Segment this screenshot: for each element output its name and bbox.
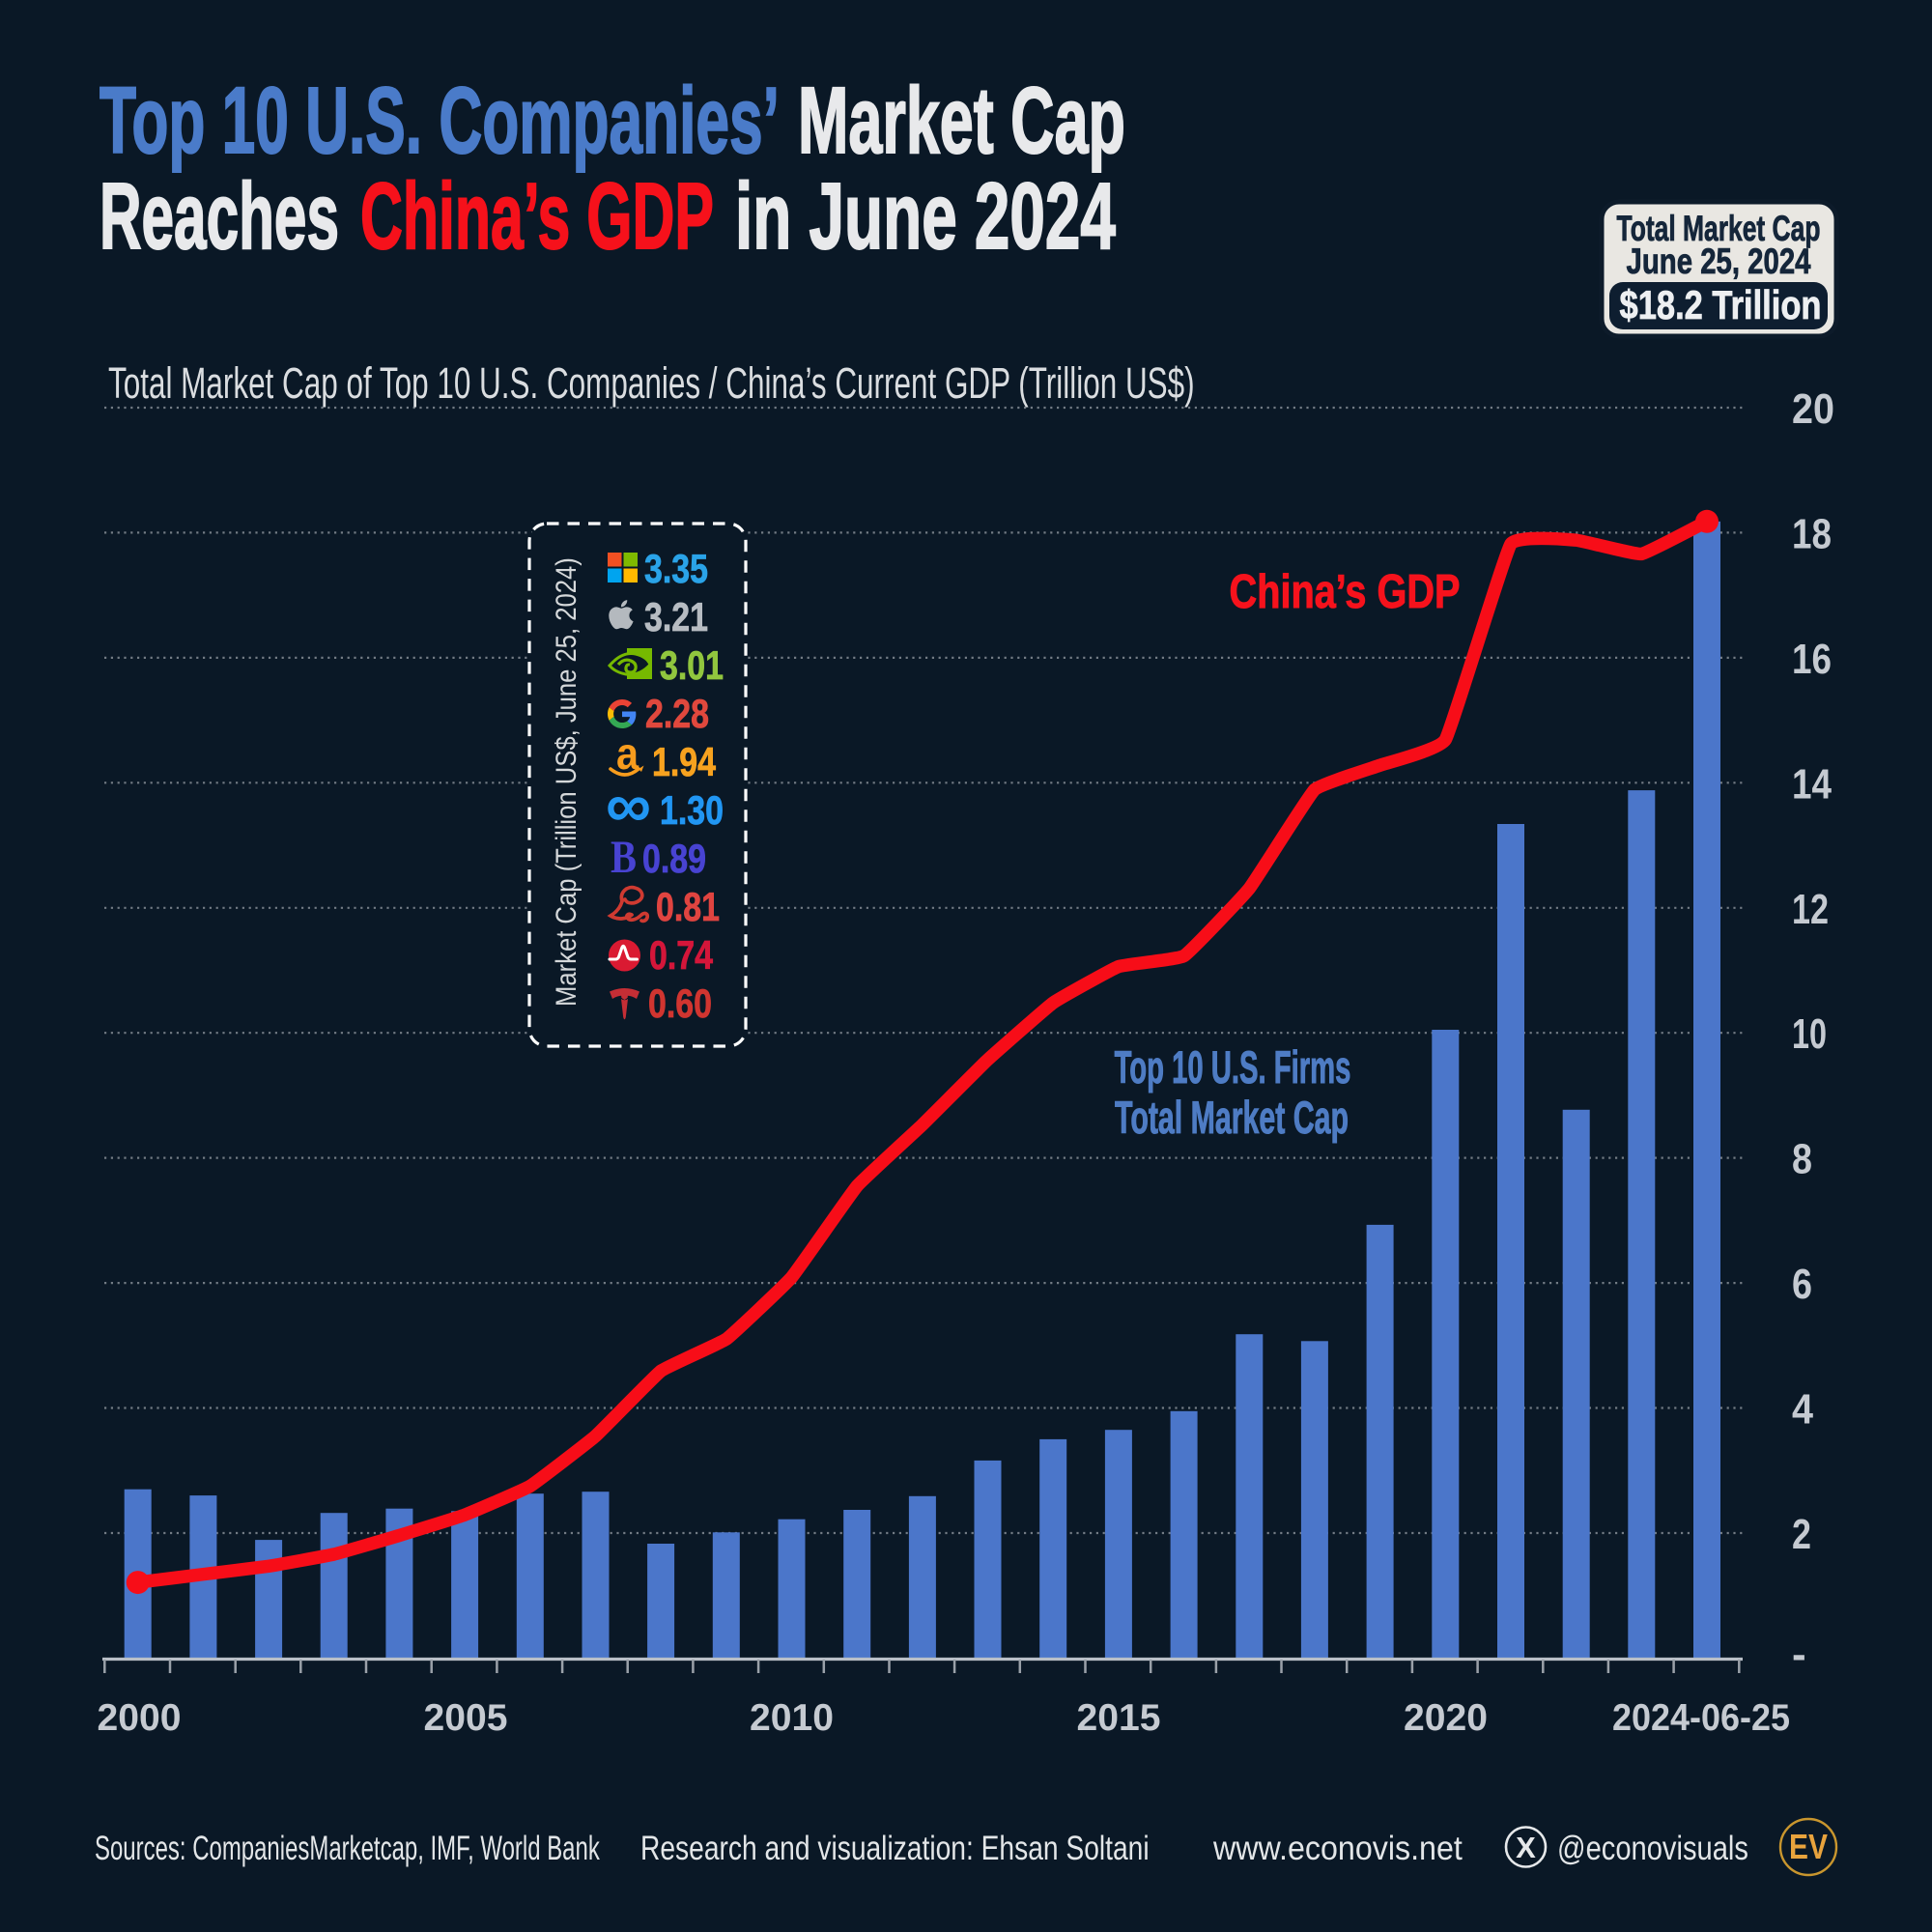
svg-text:4: 4 bbox=[1792, 1385, 1814, 1433]
svg-text:Reaches: Reaches bbox=[99, 165, 339, 270]
svg-text:2015: 2015 bbox=[1077, 1697, 1161, 1739]
svg-text:0.81: 0.81 bbox=[656, 885, 720, 930]
svg-text:14: 14 bbox=[1792, 759, 1832, 808]
svg-text:1.94: 1.94 bbox=[652, 740, 717, 785]
svg-text:0.60: 0.60 bbox=[648, 981, 712, 1027]
svg-text:3.01: 3.01 bbox=[660, 643, 724, 689]
svg-text:Sources: CompaniesMarketcap, I: Sources: CompaniesMarketcap, IMF, World … bbox=[95, 1831, 601, 1868]
svg-text:June 25, 2024: June 25, 2024 bbox=[1627, 242, 1811, 282]
svg-text:18: 18 bbox=[1792, 509, 1832, 557]
svg-text:3.21: 3.21 bbox=[644, 595, 708, 640]
svg-text:Top 10 U.S. Firms: Top 10 U.S. Firms bbox=[1115, 1043, 1351, 1094]
svg-text:2000: 2000 bbox=[98, 1697, 182, 1739]
svg-text:2010: 2010 bbox=[750, 1697, 834, 1739]
svg-text:10: 10 bbox=[1792, 1010, 1827, 1058]
svg-text:12: 12 bbox=[1792, 886, 1829, 933]
svg-text:Top 10 U.S. Companies’: Top 10 U.S. Companies’ bbox=[99, 69, 780, 173]
svg-text:2024-06-25: 2024-06-25 bbox=[1612, 1696, 1790, 1739]
svg-text:China’s GDP: China’s GDP bbox=[360, 165, 714, 270]
svg-text:$18.2 Trillion: $18.2 Trillion bbox=[1620, 283, 1822, 328]
svg-text:-: - bbox=[1792, 1631, 1806, 1678]
svg-text:0.89: 0.89 bbox=[642, 837, 706, 882]
svg-text:6: 6 bbox=[1792, 1260, 1812, 1307]
svg-text:Market Cap: Market Cap bbox=[798, 69, 1125, 173]
svg-text:8: 8 bbox=[1792, 1135, 1812, 1182]
svg-text:0.74: 0.74 bbox=[649, 933, 714, 979]
svg-text:Total Market Cap of Top 10 U.S: Total Market Cap of Top 10 U.S. Companie… bbox=[108, 360, 1195, 409]
svg-text:2005: 2005 bbox=[424, 1697, 508, 1739]
svg-text:Total Market Cap: Total Market Cap bbox=[1617, 209, 1821, 248]
svg-text:2.28: 2.28 bbox=[645, 692, 709, 737]
svg-text:China’s GDP: China’s GDP bbox=[1230, 566, 1461, 618]
svg-text:16: 16 bbox=[1792, 635, 1832, 683]
svg-text:Market Cap (Trillion US$, June: Market Cap (Trillion US$, June 25, 2024) bbox=[550, 557, 582, 1007]
svg-text:Total Market Cap: Total Market Cap bbox=[1115, 1093, 1349, 1143]
svg-text:a: a bbox=[616, 729, 639, 780]
svg-text:1.30: 1.30 bbox=[660, 788, 724, 834]
svg-text:2020: 2020 bbox=[1404, 1697, 1488, 1739]
svg-text:Research and visualization: Eh: Research and visualization: Ehsan Soltan… bbox=[640, 1829, 1150, 1867]
svg-text:B: B bbox=[611, 831, 637, 883]
svg-text:3.35: 3.35 bbox=[644, 547, 708, 592]
svg-text:∞: ∞ bbox=[606, 769, 651, 840]
svg-text:2: 2 bbox=[1792, 1511, 1811, 1558]
svg-text:20: 20 bbox=[1792, 384, 1834, 432]
svg-text:X: X bbox=[1516, 1831, 1536, 1864]
svg-text:EV: EV bbox=[1789, 1828, 1828, 1866]
svg-text:in June 2024: in June 2024 bbox=[735, 163, 1116, 269]
svg-text:@econovisuals: @econovisuals bbox=[1557, 1829, 1748, 1866]
svg-text:www.econovis.net: www.econovis.net bbox=[1212, 1831, 1463, 1867]
